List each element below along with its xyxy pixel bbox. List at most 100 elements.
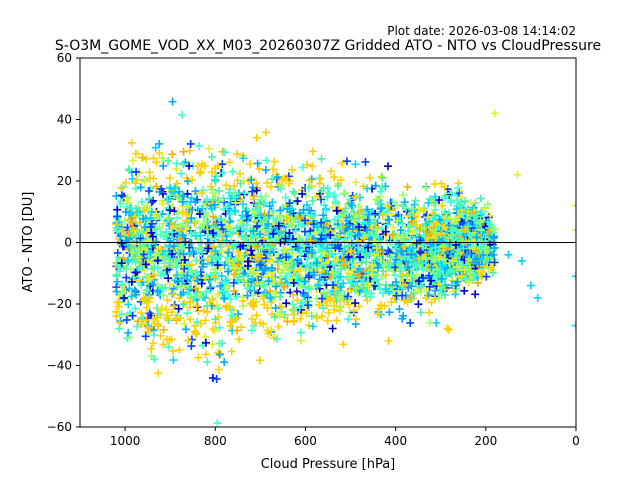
data-point [387, 261, 396, 270]
data-point [187, 214, 196, 223]
data-point [380, 302, 389, 311]
data-point [355, 214, 364, 223]
data-point [176, 282, 185, 291]
data-point [211, 177, 220, 186]
data-point [323, 184, 332, 193]
data-point [437, 229, 446, 238]
data-point [312, 258, 321, 267]
data-point [179, 300, 188, 309]
data-point [276, 206, 285, 215]
data-point [472, 246, 481, 255]
data-point [208, 340, 217, 349]
data-point [301, 216, 310, 225]
y-tick-label: 60 [57, 51, 72, 65]
data-point [137, 309, 146, 318]
data-point [146, 258, 155, 267]
data-point [124, 229, 133, 238]
data-point [384, 162, 393, 171]
data-point [221, 227, 230, 236]
data-point [441, 191, 450, 200]
data-point [164, 194, 173, 203]
data-point [126, 208, 135, 217]
data-point [269, 258, 278, 267]
data-point [317, 235, 326, 244]
data-point [232, 254, 241, 263]
data-point [364, 210, 373, 219]
data-point [251, 242, 260, 251]
data-point [298, 163, 307, 172]
data-point [217, 272, 226, 281]
data-point [178, 231, 187, 240]
data-point [281, 234, 290, 243]
data-point [322, 233, 331, 242]
data-point [119, 231, 128, 240]
data-point [130, 226, 139, 235]
data-point [266, 293, 275, 302]
data-point [203, 195, 212, 204]
data-point [266, 182, 275, 191]
data-point [121, 178, 130, 187]
data-point [115, 324, 124, 333]
data-point [116, 199, 125, 208]
data-point [215, 323, 224, 332]
data-point [467, 198, 476, 207]
data-point [308, 197, 317, 206]
data-point [148, 232, 157, 241]
data-point [156, 331, 165, 340]
data-point [252, 204, 261, 213]
data-point [214, 161, 223, 170]
data-point [249, 227, 258, 236]
data-point [385, 215, 394, 224]
data-point [174, 304, 183, 313]
data-point [419, 273, 428, 282]
data-point [397, 264, 406, 273]
data-point [131, 268, 140, 277]
data-point [464, 207, 473, 216]
data-point [444, 325, 453, 334]
data-point [180, 264, 189, 273]
data-point [362, 251, 371, 260]
plot-date-subtitle: Plot date: 2026-03-08 14:14:02 [387, 24, 576, 38]
data-point [213, 290, 222, 299]
data-point [318, 312, 327, 321]
data-point [151, 143, 160, 152]
data-point [314, 280, 323, 289]
data-point [191, 256, 200, 265]
data-point [252, 133, 261, 142]
data-point [187, 260, 196, 269]
data-point [484, 227, 493, 236]
data-point [383, 201, 392, 210]
x-axis: 1000 800 600 400 200 0 [110, 427, 580, 448]
data-point [381, 227, 390, 236]
data-point [427, 276, 436, 285]
data-point [572, 321, 576, 330]
data-point [398, 291, 407, 300]
data-point [184, 290, 193, 299]
data-point [333, 255, 342, 264]
data-point [232, 292, 241, 301]
data-point [349, 306, 358, 315]
data-point [248, 187, 257, 196]
data-point [135, 262, 144, 271]
data-point [486, 220, 495, 229]
data-point [367, 249, 376, 258]
data-point [192, 302, 201, 311]
data-point [196, 167, 205, 176]
data-point [374, 310, 383, 319]
data-point [217, 220, 226, 229]
data-point [458, 260, 467, 269]
data-point [313, 314, 322, 323]
data-point [294, 232, 303, 241]
data-point [206, 283, 215, 292]
data-point [447, 189, 456, 198]
data-point [196, 231, 205, 240]
data-point [142, 285, 151, 294]
x-tick-label: 200 [474, 434, 497, 448]
data-point [165, 215, 174, 224]
data-point [447, 223, 456, 232]
data-point [253, 221, 262, 230]
data-point [271, 282, 280, 291]
data-point [152, 182, 161, 191]
data-point [191, 187, 200, 196]
data-point [260, 281, 269, 290]
